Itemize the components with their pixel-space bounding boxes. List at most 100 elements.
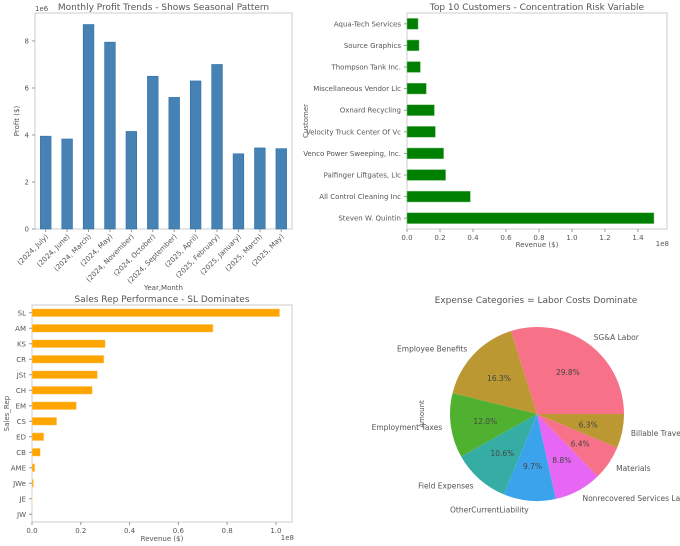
chart4-title: Expense Categories = Labor Costs Dominat… — [435, 296, 638, 306]
chart3-bar — [31, 448, 41, 457]
chart4-pct-label: 9.7% — [523, 462, 542, 471]
chart3-xtick-label: 0.8 — [222, 527, 233, 535]
chart1-bar — [211, 64, 223, 230]
chart1-ytick-label: 2 — [25, 178, 29, 186]
chart2-axes — [406, 12, 668, 230]
chart2-title: Top 10 Customers - Concentration Risk Va… — [429, 3, 645, 13]
chart3-ytick-label: CH — [16, 387, 26, 395]
chart2-bar — [406, 147, 444, 160]
chart3-xtick-label: 0.0 — [26, 527, 37, 535]
chart2-ytick-label: All Control Cleaning Inc — [319, 193, 401, 201]
chart2-ytick-label: Miscellaneous Vendor Llc — [313, 85, 401, 93]
chart3-bar — [31, 370, 98, 379]
chart4-pct-label: 10.6% — [490, 449, 514, 458]
chart3-bar — [31, 324, 214, 333]
chart4-slice — [452, 330, 537, 414]
chart3-ytick-label: AME — [11, 464, 26, 472]
chart1-bar — [125, 131, 138, 230]
chart4-pct-label: 12.0% — [473, 417, 497, 426]
chart1-xlabel: Year,Month — [143, 284, 183, 292]
chart2-xtick-label: 0.6 — [500, 234, 512, 242]
chart3-bar — [31, 386, 93, 395]
chart2-ytick-label: Palfinger Liftgates, Llc — [324, 172, 401, 180]
chart1-bar — [147, 75, 159, 230]
chart2-xtick-label: 0.0 — [401, 234, 412, 242]
chart3-ytick-label: KS — [17, 340, 27, 348]
chart1-y-offset: 1e6 — [35, 5, 49, 13]
chart4-slice — [461, 414, 537, 495]
chart3-ytick-label: JW — [16, 511, 26, 519]
chart1-bar — [82, 24, 95, 230]
chart3-ytick-label: JE — [19, 495, 27, 503]
chart4-slice-label: Materials — [616, 464, 650, 473]
chart2-bar — [406, 39, 420, 52]
chart3-bar — [31, 355, 105, 364]
chart2-bar — [406, 82, 427, 95]
chart4-slice — [537, 414, 598, 499]
chart4-slice-label: Employee Benefits — [397, 344, 467, 353]
chart3-ytick-label: EM — [16, 402, 26, 410]
chart2-ylabel: Customer — [302, 104, 310, 138]
chart2-xlabel: Revenue ($) — [516, 241, 559, 249]
chart3-xtick-label: 0.2 — [75, 527, 86, 535]
chart3-ytick-label: CS — [17, 418, 27, 426]
chart1-ytick-label: 6 — [25, 84, 30, 92]
chart3-ytick-label: JWe — [12, 480, 26, 488]
chart3-title: Sales Rep Performance - SL Dominates — [74, 295, 249, 305]
chart4-pct-label: 8.8% — [552, 456, 571, 465]
chart2-ytick-label: Oxnard Recycling — [340, 107, 401, 115]
chart4-slice — [511, 327, 624, 414]
chart1-bar — [168, 97, 180, 230]
chart4-slice-label: Nonrecovered Services Labor — [582, 494, 680, 503]
chart4-slice — [503, 414, 556, 502]
chart2-ytick-label: Aqua-Tech Services — [334, 20, 401, 28]
chart3-ytick-label: ED — [16, 433, 26, 441]
chart3-bar — [31, 401, 77, 410]
chart1-bar — [61, 138, 73, 230]
chart4-slice-label: OtherCurrentLiability — [450, 505, 529, 514]
chart1-bar — [254, 147, 266, 230]
chart2-xtick-label: 1.2 — [599, 234, 610, 242]
chart3-bar — [31, 479, 34, 488]
chart3-xtick-label: 0.4 — [124, 527, 136, 535]
chart4-pct-label: 29.8% — [556, 368, 580, 377]
chart3-ytick-label: AM — [15, 325, 26, 333]
chart2-ytick-label: Venco Power Sweeping, Inc. — [303, 150, 401, 158]
chart4-slice-label: Billable Travel — [631, 429, 680, 438]
chart2-bar — [406, 212, 655, 224]
chart3-ytick-label: JSt — [16, 371, 27, 379]
chart1-bar — [40, 135, 52, 230]
chart1-ylabel: Profit ($) — [13, 106, 21, 137]
chart1-bar — [232, 153, 245, 230]
chart3-ytick-label: SL — [18, 309, 26, 317]
chart4-slice — [537, 414, 624, 448]
chart2-xtick-label: 1.4 — [632, 234, 644, 242]
chart3-xtick-label: 1.0 — [270, 527, 281, 535]
chart2-ytick-label: Source Graphics — [344, 42, 402, 50]
chart3-bar — [31, 432, 44, 441]
chart2-bar — [406, 104, 435, 116]
chart2-x-offset: 1e8 — [656, 240, 669, 248]
chart2-xtick-label: 0.4 — [467, 234, 479, 242]
chart4-slice — [450, 393, 537, 457]
chart2-ytick-label: Steven W. Quintin — [338, 215, 401, 223]
chart4-slice-label: Field Expenses — [418, 482, 474, 491]
chart2-xtick-label: 0.8 — [533, 234, 544, 242]
chart2-xtick-label: 0.2 — [434, 234, 445, 242]
chart4-ylabel: Amount — [418, 400, 426, 428]
chart1-bar — [104, 41, 116, 230]
chart4-pct-label: 6.3% — [579, 420, 598, 429]
chart4-slice-label: SG&A Labor — [594, 333, 640, 342]
chart2-bar — [406, 126, 436, 138]
chart3-ylabel: Sales_Rep — [3, 395, 11, 431]
chart3-ytick-label: CB — [16, 449, 26, 457]
chart4-pct-label: 6.4% — [571, 439, 590, 448]
chart3-bar — [31, 417, 57, 426]
chart1-axes — [34, 12, 293, 230]
chart2-bar — [406, 18, 419, 30]
chart2-bar — [406, 169, 446, 181]
chart2-bar — [406, 190, 471, 203]
chart1-ytick-label: 0 — [25, 226, 29, 234]
chart3-bar — [31, 339, 106, 348]
